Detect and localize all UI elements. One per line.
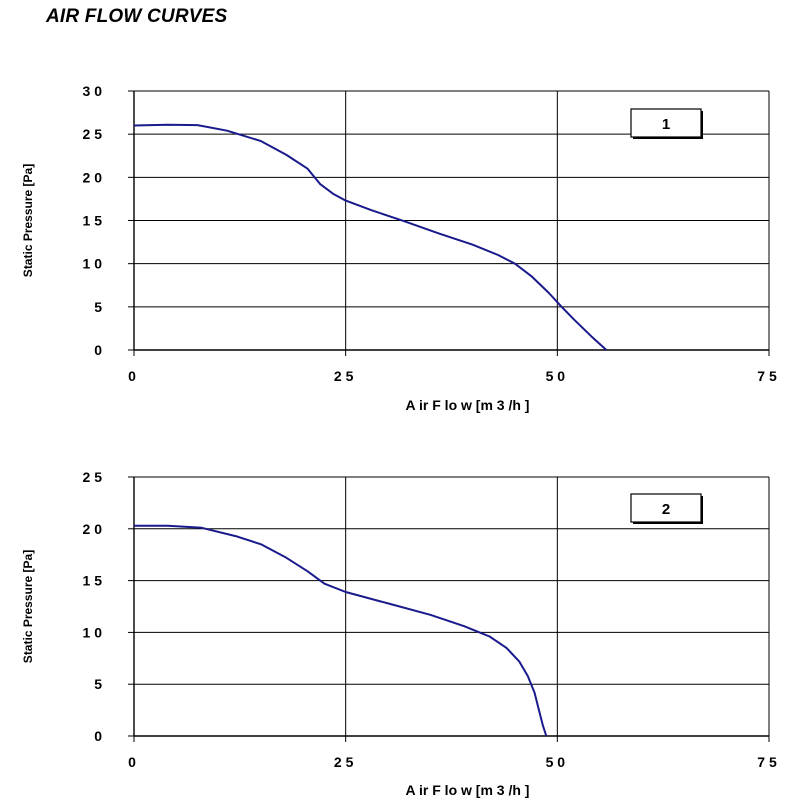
y-tick-label: 1 5 [83,573,103,589]
x-axis-title: A ir F lo w [m 3 /h ] [406,782,530,798]
x-tick-label: 0 [128,754,136,770]
y-tick-label: 5 [94,676,102,692]
curve-number-label: 2 [662,501,670,518]
air-flow-curve [134,526,546,736]
y-tick-label: 2 0 [83,521,103,537]
x-tick-label: 5 0 [546,754,566,770]
y-axis-title: Static Pressure [Pa] [21,550,35,663]
y-tick-label: 0 [94,728,102,744]
x-tick-label: 2 5 [334,754,354,770]
y-tick-label: 1 0 [83,624,103,640]
x-tick-label: 7 5 [757,754,777,770]
y-tick-label: 2 5 [83,469,103,485]
